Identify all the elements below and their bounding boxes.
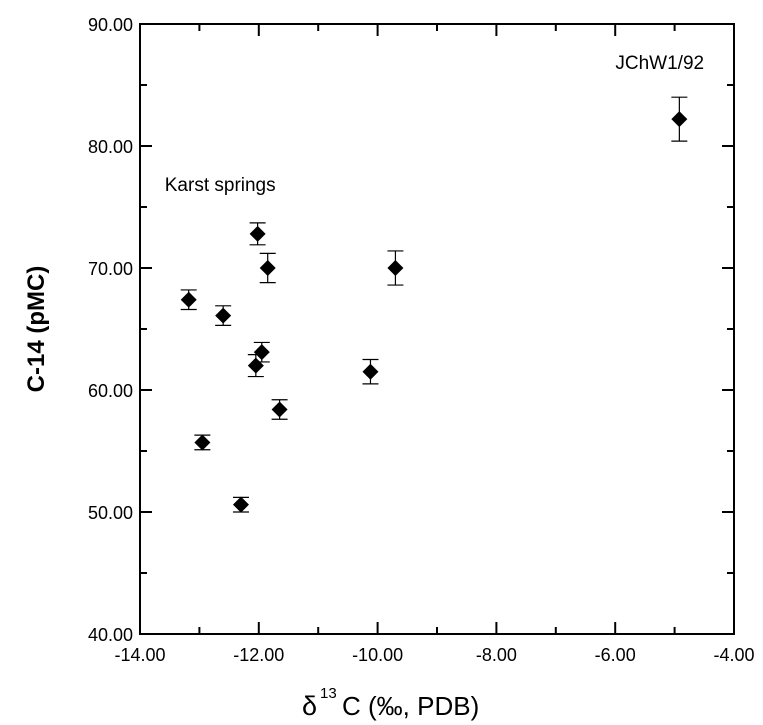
- diamond-marker: [671, 111, 688, 128]
- x-tick-label: -12.00: [233, 645, 284, 665]
- axis-ticks: [139, 23, 735, 635]
- data-point: [259, 252, 276, 284]
- diamond-marker: [249, 225, 266, 242]
- data-point: [271, 399, 288, 420]
- x-axis-title-delta: δ: [302, 691, 317, 721]
- diamond-marker: [253, 344, 270, 361]
- x-axis-title: δ 13 C (‰, PDB): [302, 685, 479, 721]
- diamond-marker: [271, 401, 288, 418]
- annotation-label: JChW1/92: [615, 53, 704, 74]
- data-point: [671, 96, 688, 142]
- data-points: [180, 96, 688, 513]
- x-tick-labels: -14.00 -12.00 -10.00 -8.00 -6.00 -4.00: [114, 645, 754, 665]
- diamond-marker: [259, 260, 276, 276]
- plot-frame: [139, 23, 735, 635]
- x-tick-label: -10.00: [352, 645, 403, 665]
- data-point: [215, 305, 232, 326]
- annotations: Karst springs JChW1/92: [165, 53, 704, 196]
- y-tick-labels: 40.00 50.00 60.00 70.00 80.00 90.00: [88, 15, 133, 645]
- x-tick-label: -4.00: [713, 645, 754, 665]
- y-tick-label: 70.00: [88, 259, 133, 279]
- data-point: [362, 358, 379, 385]
- y-tick-label: 80.00: [88, 137, 133, 157]
- x-axis-title-rest: C (‰, PDB): [342, 691, 479, 721]
- x-tick-label: -6.00: [595, 645, 636, 665]
- diamond-marker: [215, 307, 232, 324]
- data-point: [194, 434, 211, 451]
- diamond-marker: [194, 434, 211, 451]
- y-tick-label: 60.00: [88, 381, 133, 401]
- data-point: [387, 250, 404, 286]
- x-tick-label: -14.00: [114, 645, 165, 665]
- y-tick-label: 90.00: [88, 15, 133, 35]
- y-axis-title: C-14 (pMC): [23, 266, 50, 393]
- y-tick-label: 50.00: [88, 503, 133, 523]
- data-point: [249, 222, 266, 246]
- data-point: [232, 496, 249, 513]
- x-tick-label: -8.00: [476, 645, 517, 665]
- y-tick-label: 40.00: [88, 625, 133, 645]
- diamond-marker: [387, 260, 404, 276]
- x-axis-title-superscript: 13: [320, 685, 337, 702]
- annotation-label: Karst springs: [165, 175, 276, 196]
- diamond-marker: [232, 496, 249, 513]
- diamond-marker: [180, 291, 197, 308]
- data-point: [253, 341, 270, 363]
- diamond-marker: [362, 363, 379, 380]
- data-point: [180, 289, 197, 311]
